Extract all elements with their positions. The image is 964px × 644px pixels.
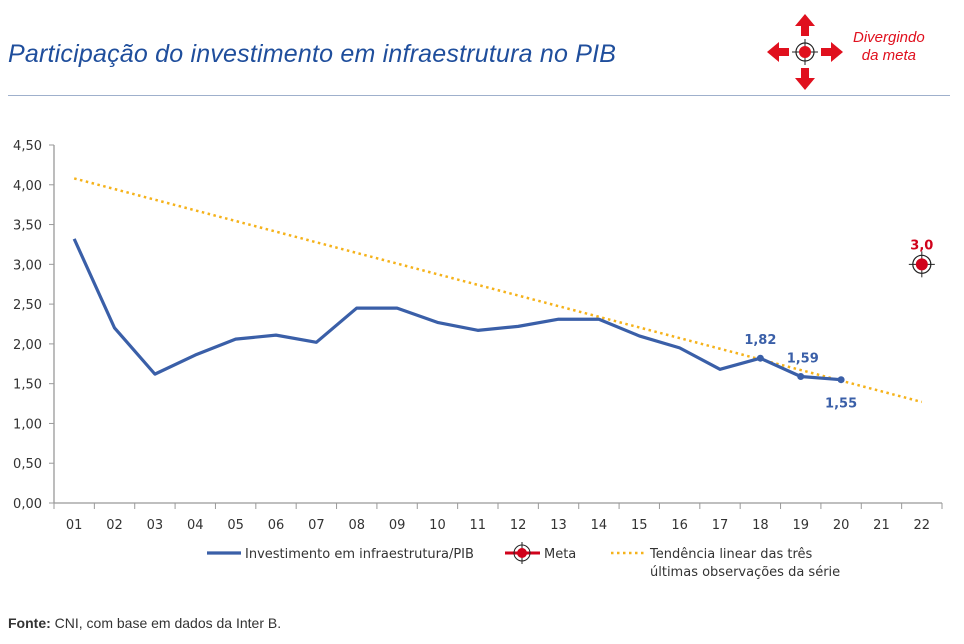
meta-marker: [915, 258, 928, 271]
x-tick-label: 15: [631, 518, 648, 533]
y-tick-label: 0,50: [13, 457, 42, 472]
y-tick-label: 3,00: [13, 258, 42, 273]
data-point: [797, 373, 805, 381]
y-tick-label: 4,00: [13, 179, 42, 194]
x-tick-label: 04: [187, 518, 204, 533]
x-tick-label: 08: [348, 518, 365, 533]
data-label: 1,82: [744, 333, 776, 348]
title-divider: [8, 95, 950, 96]
data-label: 1,59: [787, 352, 819, 367]
target-with-diverging-arrows-icon: [767, 14, 843, 90]
x-tick-label: 21: [873, 518, 890, 533]
data-point: [837, 376, 845, 384]
source-text: CNI, com base em dados da Inter B.: [50, 615, 282, 631]
page-title: Participação do investimento em infraest…: [8, 40, 617, 68]
x-tick-label: 06: [268, 518, 285, 533]
x-tick-label: 09: [389, 518, 406, 533]
data-label: 1,55: [825, 397, 857, 412]
y-tick-label: 4,50: [13, 139, 42, 154]
source-label: Fonte:: [8, 615, 51, 631]
y-tick-label: 3,50: [13, 219, 42, 234]
x-tick-label: 07: [308, 518, 325, 533]
meta-label: 3,0: [910, 238, 933, 253]
source-note: Fonte: CNI, com base em dados da Inter B…: [8, 615, 281, 631]
y-tick-label: 2,00: [13, 338, 42, 353]
x-tick-label: 02: [106, 518, 123, 533]
legend-label-meta: Meta: [544, 547, 576, 562]
x-tick-label: 14: [591, 518, 608, 533]
x-tick-label: 11: [470, 518, 487, 533]
x-tick-label: 03: [147, 518, 164, 533]
status-badge: Divergindo da meta: [853, 29, 925, 65]
line-chart: 0,00 0,50 1,00 1,50 2,00 2,50 3,00 3,50 4,00 4,50…: [13, 139, 943, 580]
x-tick-label: 20: [833, 518, 850, 533]
x-tick-label: 18: [752, 518, 769, 533]
trend-line: [73, 177, 923, 404]
x-tick-label: 22: [914, 518, 931, 533]
x-tick-label: 10: [429, 518, 446, 533]
x-tick-label: 12: [510, 518, 527, 533]
y-tick-label: 2,50: [13, 298, 42, 313]
x-tick-label: 17: [712, 518, 729, 533]
y-tick-label: 1,50: [13, 378, 42, 393]
x-tick-label: 01: [66, 518, 83, 533]
legend-label-trend-2: últimas observações da série: [650, 565, 840, 580]
series-line: [72, 238, 842, 382]
x-tick-label: 05: [227, 518, 244, 533]
x-tick-label: 16: [671, 518, 688, 533]
x-tick-label: 13: [550, 518, 567, 533]
data-point: [756, 354, 764, 362]
legend-meta-dot: [517, 548, 527, 558]
status-line-1: Divergindo: [853, 29, 925, 46]
x-tick-label: 19: [792, 518, 809, 533]
legend-label-trend-1: Tendência linear das três: [649, 547, 812, 562]
y-tick-label: 0,00: [13, 497, 42, 512]
legend-label-investimento: Investimento em infraestrutura/PIB: [245, 547, 474, 562]
status-line-2: da meta: [861, 47, 916, 64]
y-tick-label: 1,00: [13, 417, 42, 432]
